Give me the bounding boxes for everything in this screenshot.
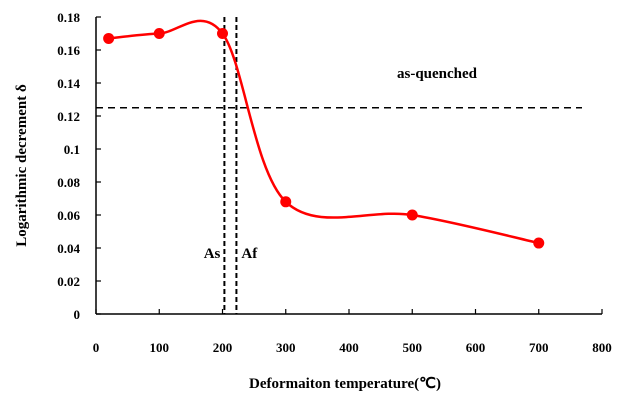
reference-label-as: As bbox=[204, 246, 221, 262]
reference-label-as-quenched: as-quenched bbox=[397, 66, 478, 82]
data-point bbox=[533, 237, 545, 249]
y-tick-label: 0 bbox=[74, 307, 81, 322]
plot-area: 0 100 200 300 400 500 600 700 800 00.020.040.060… bbox=[57, 10, 612, 355]
y-tick-label: 0.18 bbox=[57, 10, 80, 25]
x-tick-label: 200 bbox=[213, 340, 233, 355]
reference-label-af: Af bbox=[241, 246, 258, 262]
data-points bbox=[103, 28, 545, 249]
x-axis-ticks: 0 100 200 300 400 500 600 700 800 bbox=[93, 309, 612, 355]
x-tick-label: 500 bbox=[403, 340, 423, 355]
data-point bbox=[103, 32, 115, 44]
data-point bbox=[280, 196, 292, 208]
y-tick-label: 0.14 bbox=[57, 76, 80, 91]
data-point bbox=[406, 209, 418, 221]
x-axis-title: Deformaiton temperature(℃) bbox=[249, 376, 441, 392]
x-tick-label: 700 bbox=[529, 340, 549, 355]
x-tick-label: 800 bbox=[592, 340, 612, 355]
y-axis-title: Logarithmic decrement δ bbox=[14, 84, 30, 247]
data-point bbox=[153, 28, 165, 39]
x-tick-label: 100 bbox=[150, 340, 170, 355]
reference-lines: as-quenched As Af bbox=[96, 17, 582, 314]
y-tick-label: 0.08 bbox=[57, 175, 80, 190]
y-axis-ticks: 0 0.02 0.04 0.06 0.08 0.1 0.12 0.14 0.16 0.18 bbox=[57, 10, 101, 322]
y-tick-label: 0.16 bbox=[57, 43, 80, 58]
y-tick-label: 0.06 bbox=[57, 208, 80, 223]
x-tick-label: 0 bbox=[93, 340, 100, 355]
y-tick-label: 0.1 bbox=[64, 142, 80, 157]
x-tick-label: 300 bbox=[276, 340, 296, 355]
y-tick-label: 0.12 bbox=[57, 109, 80, 124]
x-tick-label: 600 bbox=[466, 340, 486, 355]
x-tick-label: 400 bbox=[339, 340, 359, 355]
y-tick-label: 0.04 bbox=[57, 241, 80, 256]
series-line bbox=[108, 19, 540, 245]
y-tick-label: 0.02 bbox=[57, 274, 80, 289]
data-point bbox=[217, 28, 228, 39]
